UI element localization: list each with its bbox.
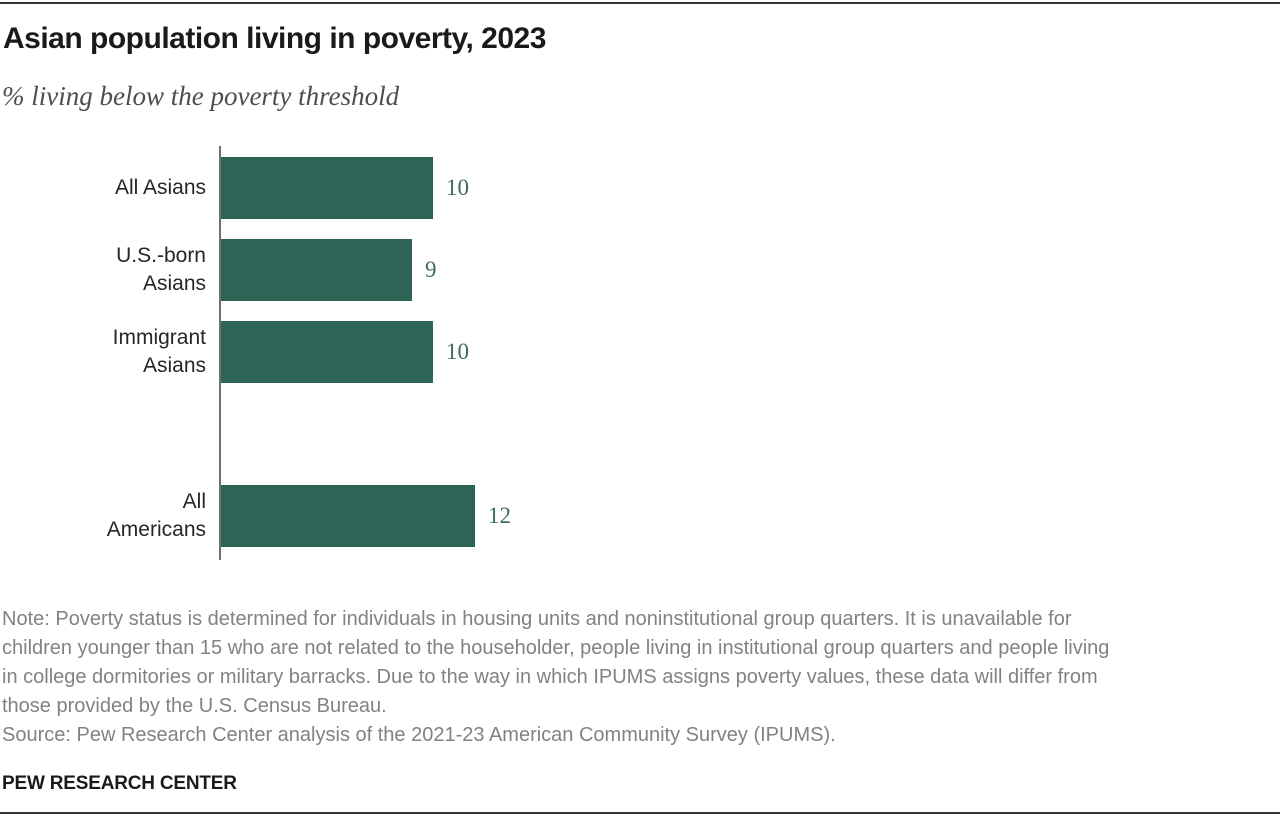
bar [221, 321, 433, 383]
value-label: 10 [446, 339, 469, 364]
bar [221, 485, 475, 547]
category-label: Immigrant Asians [112, 326, 206, 377]
value-label: 10 [446, 175, 469, 200]
footer-notes: Note: Poverty status is determined for i… [2, 605, 1279, 750]
category-label: U.S.-born Asians [116, 244, 206, 295]
top-divider [0, 2, 1280, 4]
bar-chart: All Asians 10 U.S.-born Asians 9 Immigrant Asi… [106, 146, 511, 560]
note-text-line: in college dormitories or military barra… [2, 666, 1098, 688]
note-text-line: Note: Poverty status is determined for i… [2, 608, 1072, 630]
chart-subtitle: % living below the poverty threshold [2, 81, 400, 111]
chart-title: Asian population living in poverty, 2023 [3, 22, 546, 55]
bar [221, 157, 433, 219]
value-label: 9 [425, 257, 437, 282]
value-label: 12 [488, 503, 511, 528]
note-text-line: children younger than 15 who are not rel… [2, 637, 1110, 659]
category-label: All Americans [106, 490, 206, 541]
bar [221, 239, 412, 301]
brand-wordmark: PEW RESEARCH CENTER [2, 773, 237, 794]
bottom-divider [0, 812, 1280, 814]
category-label: All Asians [114, 176, 206, 199]
note-text-line: those provided by the U.S. Census Bureau… [2, 695, 387, 717]
y-axis-line [219, 146, 221, 560]
source-text: Source: Pew Research Center analysis of … [2, 724, 836, 746]
